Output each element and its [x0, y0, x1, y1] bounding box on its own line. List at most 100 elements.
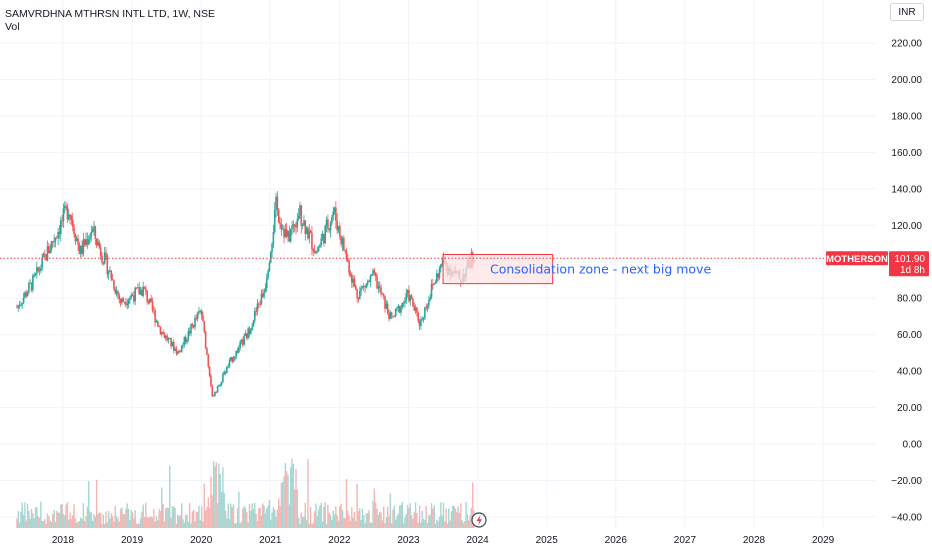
- volume-bar: [462, 522, 465, 528]
- volume-bar: [252, 509, 255, 528]
- volume-bar: [312, 522, 314, 528]
- candle-body: [361, 286, 364, 289]
- currency-button[interactable]: INR: [890, 3, 924, 21]
- candle-body: [194, 317, 196, 328]
- candle-body: [167, 338, 170, 341]
- volume-bar: [210, 476, 212, 528]
- candle-body: [362, 285, 365, 287]
- volume-bar: [98, 512, 101, 528]
- volume-bar: [117, 518, 119, 528]
- candle-body: [196, 312, 199, 319]
- candle-body: [332, 212, 334, 217]
- candle-body: [320, 238, 323, 246]
- candle-body: [437, 273, 439, 278]
- candle-body: [285, 229, 288, 237]
- volume-bar: [375, 502, 377, 528]
- volume-bar: [220, 491, 223, 528]
- candle-body: [337, 226, 340, 231]
- volume-bar: [356, 483, 358, 528]
- volume-bar: [442, 502, 445, 528]
- volume-bar: [313, 511, 316, 528]
- candle-body: [131, 295, 134, 296]
- candle-body: [102, 262, 105, 264]
- volume-bar: [460, 503, 462, 528]
- candle-body: [48, 246, 50, 254]
- time-axis[interactable]: 2018 2019 2020 2021 2022 2023 2024 2025 2026 2027…: [52, 535, 835, 546]
- candle-body: [253, 311, 256, 321]
- candle-body: [345, 251, 348, 260]
- volume-bar: [194, 521, 196, 528]
- volume-bar: [397, 513, 400, 528]
- candle-body: [29, 282, 32, 284]
- candle-body: [328, 228, 331, 231]
- volume-bar: [371, 522, 373, 528]
- candle-body: [352, 278, 354, 283]
- volume-bar: [154, 521, 156, 528]
- candle-body: [348, 260, 350, 274]
- volume-bar: [401, 502, 403, 528]
- volume-bar: [170, 517, 172, 528]
- volume-bar: [238, 491, 240, 528]
- candle-body: [16, 307, 18, 309]
- price-label-price: 101.90: [894, 254, 925, 265]
- candle-body: [50, 241, 53, 250]
- volume-bar: [95, 479, 98, 528]
- candle-body: [228, 360, 231, 366]
- consolidation-zone[interactable]: [442, 253, 554, 285]
- volume-bar: [106, 522, 108, 528]
- volume-bar: [340, 504, 342, 528]
- candle-body: [246, 333, 248, 339]
- volume-bar: [84, 521, 86, 528]
- volume-bar: [450, 511, 453, 528]
- price-axis[interactable]: 220.00200.00180.00160.00140.00120.00100.…: [891, 39, 922, 524]
- volume-bar: [141, 511, 143, 528]
- candle-body: [59, 220, 62, 235]
- volume-bar: [21, 502, 23, 528]
- candle-body: [343, 237, 345, 251]
- candle-body: [97, 241, 99, 246]
- candle-body: [354, 286, 357, 290]
- candle-body: [215, 391, 218, 393]
- lightning-icon[interactable]: [471, 512, 487, 528]
- x-tick-label: 2020: [190, 535, 213, 546]
- candle-body: [351, 275, 353, 283]
- volume-bar: [332, 510, 334, 528]
- candle-body: [180, 345, 183, 352]
- volume-bar: [86, 506, 89, 528]
- candle-body: [405, 292, 408, 301]
- x-tick-label: 2028: [743, 535, 766, 546]
- volume-bar: [44, 518, 46, 528]
- volume-bar: [244, 507, 247, 528]
- candle-body: [110, 270, 113, 280]
- volume-bar: [99, 513, 102, 528]
- candle-body: [287, 231, 289, 237]
- volume-bar: [191, 511, 194, 528]
- candle-body: [54, 237, 57, 241]
- candle-body: [230, 356, 232, 361]
- volume-bar: [404, 517, 406, 528]
- volume-bar: [278, 498, 280, 528]
- candle-body: [206, 348, 208, 355]
- volume-bar: [458, 512, 461, 528]
- volume-bar: [353, 511, 356, 528]
- y-tick-label: 140.00: [891, 184, 922, 195]
- candle-body: [32, 275, 34, 291]
- candle-body: [210, 375, 212, 387]
- volume-bar: [110, 513, 112, 528]
- candle-body: [301, 225, 304, 227]
- candle-body: [329, 222, 332, 231]
- candle-body: [295, 226, 297, 228]
- volume-bar: [109, 518, 111, 528]
- volume-bar: [111, 516, 114, 528]
- volume-bar: [420, 522, 422, 528]
- candle-body: [133, 295, 135, 302]
- volume-bar: [433, 505, 435, 528]
- consolidation-annotation[interactable]: Consolidation zone - next big move: [490, 262, 711, 277]
- candle-body: [394, 308, 397, 317]
- candle-body: [115, 290, 118, 294]
- volume-bar: [135, 523, 138, 528]
- candle-body: [55, 237, 58, 239]
- volume-bar: [303, 516, 305, 528]
- candle-body: [118, 295, 121, 300]
